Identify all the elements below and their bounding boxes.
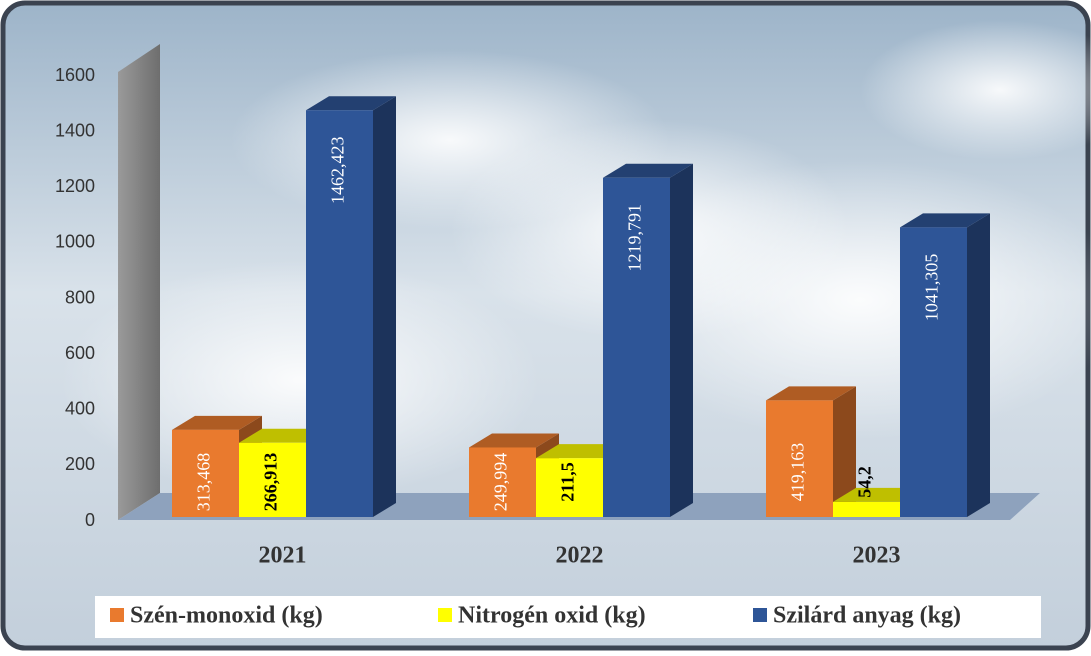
- y-tick-label: 0: [85, 510, 95, 530]
- legend-label: Nitrogén oxid (kg): [458, 603, 646, 629]
- value-label: 419,163: [788, 443, 808, 502]
- bar-side: [967, 213, 990, 517]
- y-tick-label: 1400: [55, 120, 95, 140]
- bar-side: [670, 164, 693, 517]
- value-label: 211,5: [558, 462, 578, 502]
- bar-side: [373, 96, 396, 517]
- y-tick-label: 400: [65, 399, 95, 419]
- value-label: 1462,423: [328, 137, 348, 205]
- y-tick-label: 1000: [55, 232, 95, 252]
- bar: [833, 502, 900, 517]
- legend-label: Szilárd anyag (kg): [773, 603, 961, 629]
- value-label: 1219,791: [625, 204, 645, 271]
- legend-swatch: [110, 608, 124, 622]
- value-label: 313,468: [194, 453, 214, 512]
- value-label: 266,913: [261, 453, 281, 512]
- back-wall: [118, 44, 160, 520]
- y-tick-label: 200: [65, 454, 95, 474]
- legend-swatch: [753, 608, 767, 622]
- page: {"chart_data": {"type": "bar3d", "catego…: [0, 0, 1091, 651]
- y-tick-label: 600: [65, 343, 95, 363]
- y-tick-label: 1600: [55, 65, 95, 85]
- x-tick-label: 2022: [556, 543, 604, 569]
- value-label: 54,2: [855, 466, 875, 498]
- value-label: 249,994: [491, 453, 511, 512]
- x-tick-label: 2021: [259, 543, 307, 569]
- legend-swatch: [438, 608, 452, 622]
- chart: 0 200 400 600 800 1000 1200 1400 1600 2021 313,468…: [0, 0, 1091, 651]
- y-tick-label: 1200: [55, 176, 95, 196]
- value-label: 1041,305: [922, 254, 942, 322]
- x-tick-label: 2023: [853, 543, 901, 569]
- y-tick-label: 800: [65, 287, 95, 307]
- legend-label: Szén-monoxid (kg): [130, 603, 323, 629]
